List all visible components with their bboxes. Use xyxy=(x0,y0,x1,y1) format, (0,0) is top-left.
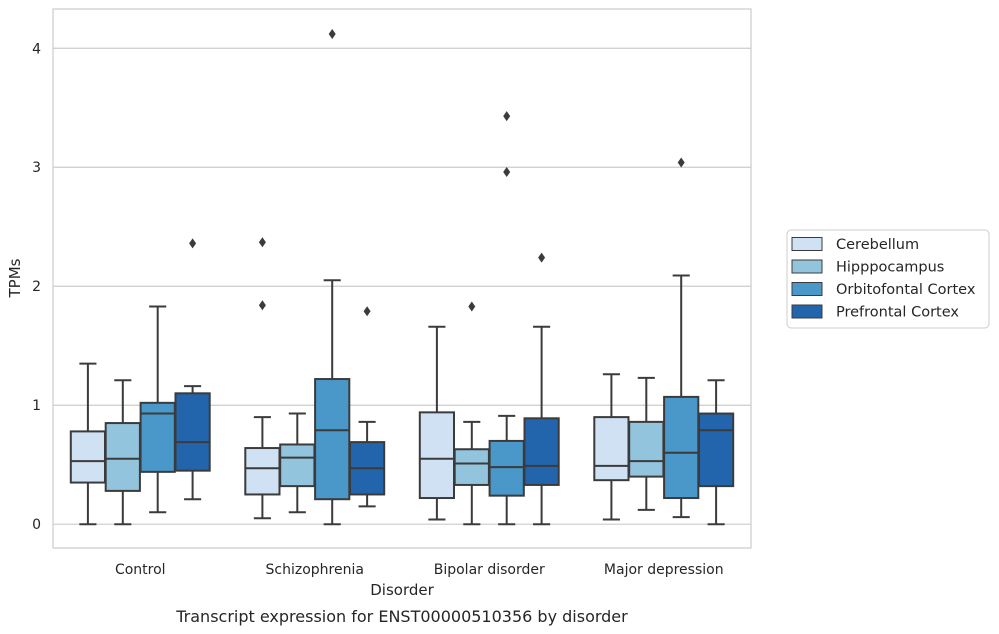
legend-label: Orbitofontal Cortex xyxy=(836,282,976,298)
x-tick-label: Control xyxy=(115,562,166,578)
x-tick-label: Bipolar disorder xyxy=(434,562,545,578)
box-body xyxy=(279,443,316,488)
legend-frame xyxy=(786,229,990,329)
x-tick-labels: Control Schizophrenia Bipolar disorder Majo… xyxy=(115,562,724,578)
x-axis-title: Disorder xyxy=(370,581,434,599)
outlier-point xyxy=(258,300,266,311)
legend-swatch xyxy=(791,304,823,319)
y-tick-label: 1 xyxy=(32,398,41,414)
box-body xyxy=(244,447,281,496)
outlier-point xyxy=(503,111,511,122)
chart-caption: Transcript expression for ENST0000051035… xyxy=(175,607,628,626)
plot-frame xyxy=(52,8,752,549)
box-1-0 xyxy=(244,237,281,520)
outlier-point xyxy=(328,28,336,39)
box-body xyxy=(418,411,456,500)
box-0-2 xyxy=(139,305,176,514)
box-body xyxy=(488,439,525,497)
legend-label: Cerebellum xyxy=(836,237,919,253)
x-tick-label: Schizophrenia xyxy=(266,562,364,578)
box-0-0 xyxy=(69,362,107,526)
outlier-point xyxy=(503,167,511,178)
box-3-3 xyxy=(697,379,735,526)
box-1-2 xyxy=(314,28,351,526)
legend-swatch xyxy=(791,259,823,274)
box-2-0 xyxy=(418,325,456,521)
box-body xyxy=(174,392,211,472)
outlier-point xyxy=(538,252,546,263)
box-body xyxy=(593,416,630,482)
y-axis-title: TPMs xyxy=(6,258,24,298)
box-body xyxy=(453,448,490,486)
boxes xyxy=(69,28,735,526)
outlier-point xyxy=(468,301,476,312)
outlier-point xyxy=(189,238,197,249)
legend-label: Hipppocampus xyxy=(836,260,944,276)
outlier-point xyxy=(677,157,685,168)
legend-swatch xyxy=(791,282,823,296)
box-1-3 xyxy=(348,306,386,508)
box-2-2 xyxy=(488,111,525,526)
box-body xyxy=(104,422,141,492)
legend: Cerebellum Hipppocampus Orbitofontal Corte… xyxy=(786,229,990,329)
box-body xyxy=(697,412,735,488)
box-body xyxy=(314,378,351,501)
y-tick-label: 2 xyxy=(32,279,41,295)
legend-swatch xyxy=(791,237,823,251)
box-0-3 xyxy=(174,238,211,501)
outlier-point xyxy=(258,237,266,248)
box-3-0 xyxy=(593,373,630,521)
box-body xyxy=(523,417,560,486)
box-body xyxy=(628,420,665,478)
y-tick-label: 4 xyxy=(32,41,41,57)
box-body xyxy=(663,395,700,500)
box-0-1 xyxy=(104,379,141,526)
box-1-1 xyxy=(279,412,316,514)
box-3-1 xyxy=(628,376,665,511)
box-2-3 xyxy=(523,252,560,526)
x-tick-label: Major depression xyxy=(604,562,724,578)
y-tick-label: 0 xyxy=(32,517,41,533)
y-tick-label: 3 xyxy=(32,160,41,176)
box-2-1 xyxy=(453,301,490,526)
legend-label: Prefrontal Cortex xyxy=(836,305,959,321)
box-3-2 xyxy=(663,157,700,519)
y-tick-labels: 0 1 2 3 4 xyxy=(32,41,41,533)
box-body xyxy=(69,430,107,484)
outlier-point xyxy=(363,306,371,317)
